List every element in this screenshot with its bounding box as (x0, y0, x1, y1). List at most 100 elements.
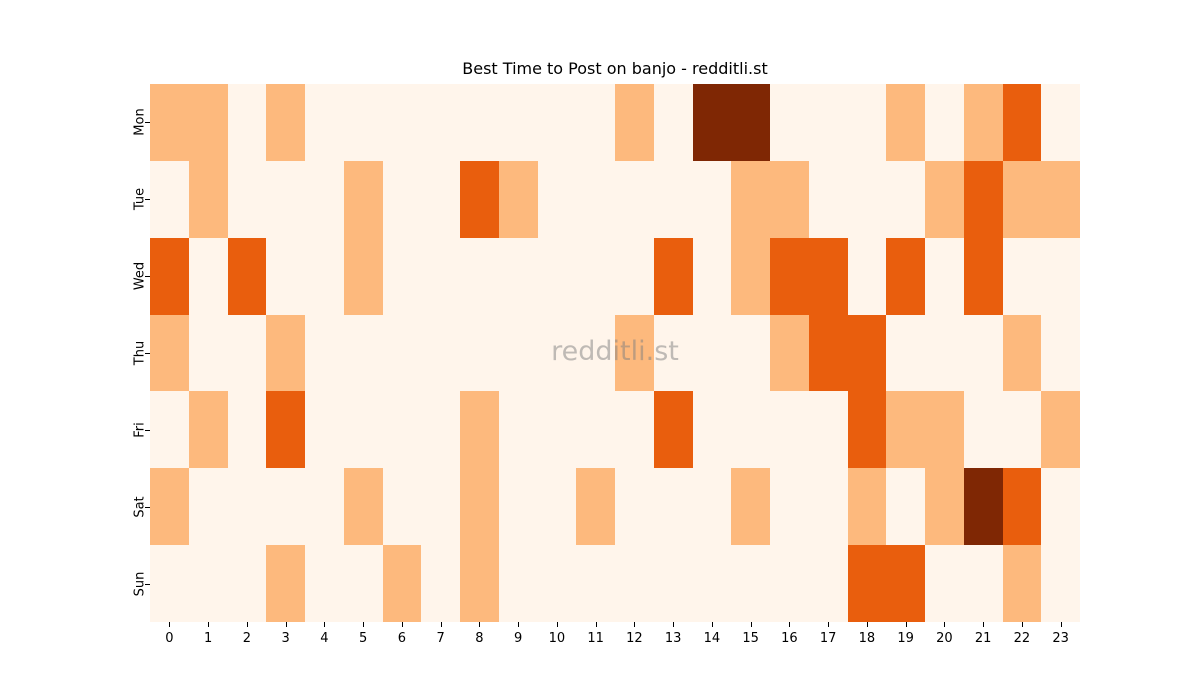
heatmap-cell (1041, 391, 1080, 469)
x-tick-label: 23 (1052, 631, 1069, 646)
x-tick-label: 5 (358, 631, 368, 646)
heatmap-cell (770, 237, 809, 315)
heatmap-cell (266, 545, 305, 622)
heatmap-cell (731, 468, 770, 546)
heatmap-cell (615, 391, 654, 469)
heatmap-cell (343, 84, 383, 161)
heatmap-cell (227, 545, 267, 622)
heatmap-cell (886, 391, 925, 469)
heatmap-cell (925, 468, 964, 546)
heatmap-cell (188, 545, 228, 622)
heatmap-cell (770, 84, 809, 161)
x-tick-label: 11 (587, 631, 604, 646)
x-tick (479, 622, 481, 627)
heatmap-cell (963, 391, 1003, 469)
heatmap-cell (305, 468, 344, 546)
heatmap-cell (847, 314, 887, 392)
heatmap-cell (1002, 314, 1042, 392)
x-tick-label: 22 (1013, 631, 1031, 646)
heatmap-cell (692, 391, 732, 469)
heatmap-cell (460, 237, 499, 315)
heatmap-cell (963, 237, 1003, 315)
heatmap-cell (343, 545, 383, 622)
heatmap-cell (925, 84, 964, 161)
heatmap-cell (537, 314, 577, 392)
heatmap-cell (653, 160, 693, 238)
y-axis: Mon Tue Wed Thu Fri Sat Sun (0, 84, 150, 622)
x-tick (905, 622, 907, 627)
heatmap-cell (615, 468, 654, 546)
heatmap-cell (421, 391, 460, 469)
heatmap-cell (537, 84, 577, 161)
heatmap-cell (770, 468, 809, 546)
heatmap-cell (886, 84, 925, 161)
x-tick (789, 622, 791, 627)
heatmap-cell (421, 160, 460, 238)
x-tick-label: 2 (242, 631, 252, 646)
heatmap-cell (498, 314, 538, 392)
heatmap-cell (1041, 237, 1080, 315)
heatmap-cell (150, 314, 189, 392)
heatmap-cell (770, 314, 809, 392)
heatmap-cell (150, 468, 189, 546)
heatmap-cell (1002, 468, 1042, 546)
heatmap-cell (1041, 84, 1080, 161)
heatmap-cell (498, 84, 538, 161)
heatmap-cell (963, 545, 1003, 622)
x-tick-label: 15 (742, 631, 759, 646)
heatmap-cell (576, 391, 615, 469)
heatmap-cell (227, 391, 267, 469)
heatmap-cell (963, 160, 1003, 238)
heatmap-cell (615, 545, 654, 622)
heatmap-cell (576, 314, 615, 392)
heatmap-cell (925, 237, 964, 315)
heatmap-cell (576, 545, 615, 622)
heatmap-cell (188, 237, 228, 315)
heatmap-cell (1002, 545, 1042, 622)
heatmap-cell (266, 314, 305, 392)
heatmap-cell (305, 391, 344, 469)
x-tick (208, 622, 210, 627)
x-tick (673, 622, 675, 627)
x-tick-label: 17 (819, 631, 837, 646)
heatmap-cell (343, 237, 383, 315)
heatmap-cell (421, 314, 460, 392)
x-tick (634, 622, 636, 627)
heatmap-cell (537, 160, 577, 238)
heatmap-cell (382, 237, 422, 315)
heatmap-cell (692, 84, 732, 161)
heatmap-cell (653, 468, 693, 546)
x-tick (440, 622, 442, 627)
heatmap-cell (460, 84, 499, 161)
heatmap-cell (382, 545, 422, 622)
heatmap-cell (498, 160, 538, 238)
heatmap-cell (227, 237, 267, 315)
y-tick-label-text: Thu (132, 340, 148, 366)
heatmap-cell (731, 160, 770, 238)
heatmap-cell (576, 237, 615, 315)
heatmap-cell (421, 237, 460, 315)
x-tick (595, 622, 597, 627)
heatmap-cell (382, 160, 422, 238)
y-tick (145, 353, 150, 354)
heatmap-cell (460, 314, 499, 392)
heatmap-cell (615, 314, 654, 392)
heatmap-cell (886, 545, 925, 622)
heatmap-cell (963, 84, 1003, 161)
heatmap-cell (847, 160, 887, 238)
x-tick-label: 18 (858, 631, 876, 646)
heatmap-cell (305, 84, 344, 161)
heatmap-cell (731, 237, 770, 315)
heatmap-cell (421, 84, 460, 161)
heatmap-cell (498, 237, 538, 315)
heatmap-cell (731, 391, 770, 469)
heatmap-cell (343, 160, 383, 238)
x-tick (518, 622, 520, 627)
heatmap-cell (1002, 84, 1042, 161)
heatmap-cell (847, 84, 887, 161)
x-tick (363, 622, 365, 627)
heatmap-cell (537, 237, 577, 315)
heatmap-cell (886, 237, 925, 315)
heatmap-cell (576, 160, 615, 238)
heatmap-cell (731, 314, 770, 392)
